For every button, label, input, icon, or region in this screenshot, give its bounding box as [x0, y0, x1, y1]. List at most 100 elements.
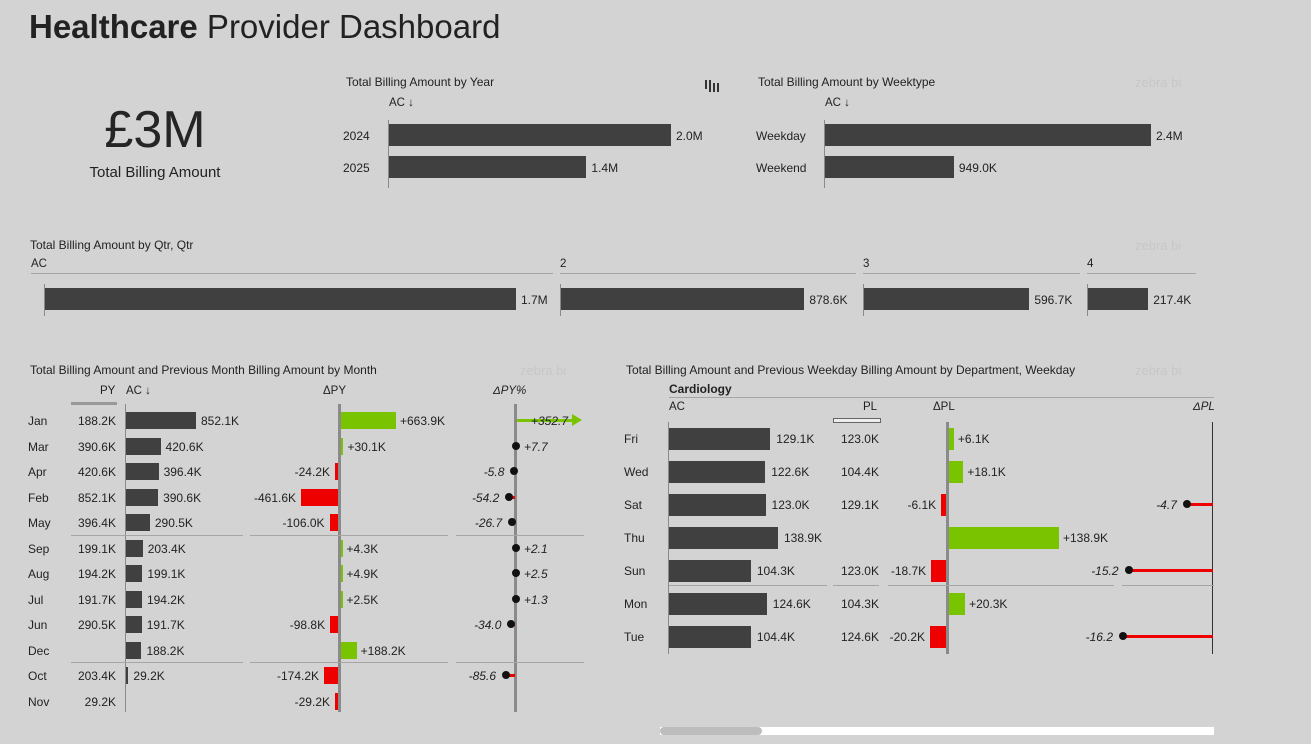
pct-label: -5.8: [483, 465, 505, 479]
dpy-pct-axis: [514, 404, 517, 712]
delta-label: +4.9K: [346, 567, 379, 581]
delta-bar: [324, 667, 338, 684]
delta-label: -29.2K: [294, 694, 330, 709]
pct-label: +2.5: [524, 567, 548, 581]
qtr-header-line: [31, 273, 553, 274]
ac-bar: [669, 593, 767, 615]
group-separator: [250, 662, 448, 663]
qtr-chart-title: Total Billing Amount by Qtr, Qtr: [30, 238, 194, 252]
col-header-dpy: ΔPY: [323, 385, 347, 397]
ac-bar: [126, 412, 196, 429]
ac-label: 852.1K: [201, 414, 240, 428]
data-label: 949.0K: [958, 161, 997, 175]
row-label: Jan: [28, 414, 48, 428]
weekday-chart-title: Total Billing Amount and Previous Weekda…: [626, 363, 1076, 377]
group-separator: [888, 585, 1114, 586]
dpl-pct-axis: [1212, 422, 1213, 654]
ac-label: 29.2K: [133, 669, 165, 683]
qtr-header: 4: [1087, 258, 1094, 270]
delta-label: -106.0K: [282, 516, 325, 530]
ac-bar: [126, 539, 143, 557]
delta-bar: [301, 488, 338, 506]
py-value: 203.4K: [77, 669, 116, 683]
ac-label: 203.4K: [147, 541, 186, 556]
ac-bar: [669, 626, 751, 648]
ac-label: 122.6K: [771, 465, 810, 479]
ac-bar: [126, 565, 143, 582]
pct-marker: [505, 492, 514, 501]
pl-value: 129.1K: [840, 498, 879, 512]
bar: [561, 288, 805, 310]
delta-label: -174.2K: [277, 669, 320, 683]
row-label: Mon: [624, 597, 648, 611]
bar: [1088, 288, 1149, 310]
weektype-chart-title: Total Billing Amount by Weektype: [758, 75, 936, 89]
row-label: Apr: [28, 465, 47, 479]
pct-line: [1186, 503, 1213, 506]
bar: [389, 124, 671, 146]
row-label: Nov: [28, 694, 50, 709]
year-chart-title: Total Billing Amount by Year: [346, 75, 495, 89]
delta-bar: [949, 461, 964, 483]
weektype-chart-header: AC ↓: [825, 97, 850, 109]
pl-value: 104.4K: [840, 465, 879, 479]
delta-label: -24.2K: [294, 465, 330, 479]
pct-line: [1123, 635, 1213, 638]
qtr-header-line: [560, 273, 856, 274]
delta-label: -20.2K: [889, 630, 925, 644]
pct-marker: [1124, 566, 1133, 574]
horizontal-scrollbar[interactable]: [660, 727, 1214, 735]
pl-value: 123.0K: [840, 432, 879, 446]
ac-label: 420.6K: [165, 439, 204, 454]
delta-bar: [341, 641, 357, 659]
bar: [45, 288, 516, 310]
row-label: Sun: [624, 564, 646, 578]
pct-label: +7.7: [524, 439, 548, 454]
row-label: Sat: [624, 498, 643, 512]
qtr-axis: [863, 284, 864, 316]
year-chart-header: AC ↓: [389, 97, 414, 109]
delta-bar: [949, 428, 954, 450]
py-value: 390.6K: [77, 439, 116, 454]
group-separator: [71, 662, 243, 663]
pct-label: -16.2: [1085, 630, 1113, 644]
pct-label: -15.2: [1091, 564, 1119, 578]
py-value: 29.2K: [84, 694, 116, 709]
ac-label: 138.9K: [784, 531, 823, 545]
py-value: 194.2K: [77, 567, 116, 581]
delta-label: +30.1K: [347, 439, 386, 454]
category-label: 2025: [343, 161, 370, 175]
pct-marker: [508, 518, 517, 526]
ac-label: 129.1K: [776, 432, 815, 446]
bar-chart-icon[interactable]: [704, 78, 722, 94]
pct-marker: [512, 441, 520, 450]
qtr-header-line: [863, 273, 1080, 274]
ac-bar: [126, 616, 142, 633]
scrollbar-thumb[interactable]: [660, 727, 762, 735]
qtr-header: 2: [560, 258, 567, 270]
delta-label: +18.1K: [967, 465, 1006, 479]
delta-bar: [949, 527, 1059, 549]
pct-marker: [510, 467, 519, 475]
delta-bar: [341, 590, 343, 608]
col-header-py: PY: [100, 385, 116, 397]
ac-axis: [668, 422, 669, 654]
delta-label: +4.3K: [346, 541, 379, 556]
ac-bar: [126, 590, 142, 608]
delta-label: -98.8K: [289, 618, 326, 632]
ac-bar: [126, 488, 159, 506]
delta-bar: [330, 616, 338, 633]
pct-label: +352.7: [531, 414, 569, 428]
py-value: 852.1K: [77, 490, 116, 505]
delta-bar: [335, 692, 338, 710]
category-axis: [824, 120, 825, 188]
zebra-bi-watermark: zebra bi: [520, 363, 567, 378]
ac-bar: [669, 527, 778, 549]
py-value: 188.2K: [77, 414, 116, 428]
delta-bar: [341, 565, 343, 582]
delta-bar: [931, 560, 946, 582]
ac-label: 123.0K: [771, 498, 810, 512]
ac-bar: [126, 437, 161, 455]
page-title: Healthcare Provider Dashboard: [29, 8, 501, 45]
delta-label: +663.9K: [400, 414, 446, 428]
